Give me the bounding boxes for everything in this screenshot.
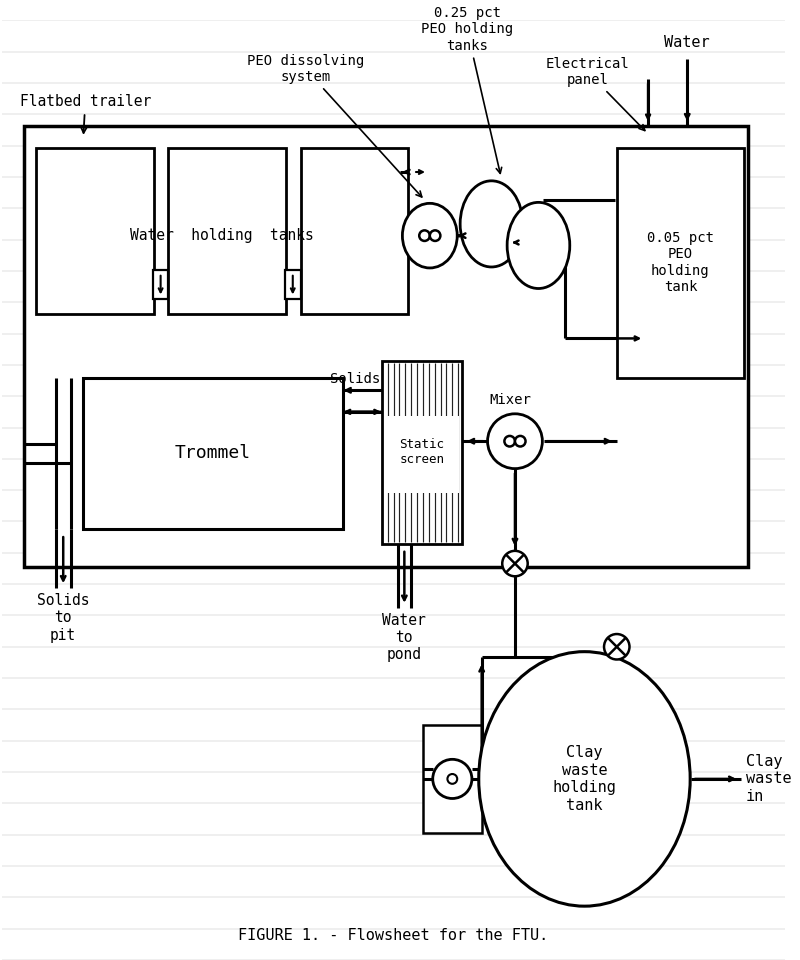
Bar (382, 361, 462, 544)
Circle shape (515, 436, 526, 446)
Text: Flatbed trailer: Flatbed trailer (20, 94, 151, 133)
Text: Clay
waste
in: Clay waste in (746, 754, 791, 804)
Circle shape (447, 774, 458, 783)
Text: Electrical
panel: Electrical panel (546, 57, 645, 131)
Circle shape (430, 230, 440, 241)
Bar (83, 377, 342, 529)
Ellipse shape (402, 204, 458, 268)
Ellipse shape (478, 652, 690, 906)
Text: Solids: Solids (330, 372, 380, 386)
Text: Mixer: Mixer (489, 393, 531, 407)
Circle shape (502, 551, 528, 576)
Text: Static
screen: Static screen (399, 439, 445, 467)
Ellipse shape (507, 203, 570, 289)
Text: Trommel: Trommel (175, 444, 251, 463)
Circle shape (504, 436, 515, 446)
Text: Clay
waste
holding
tank: Clay waste holding tank (553, 745, 617, 812)
Text: Water: Water (665, 35, 710, 50)
Bar (385, 416, 459, 492)
Bar (36, 148, 154, 314)
Text: 0.25 pct
PEO holding
tanks: 0.25 pct PEO holding tanks (421, 7, 513, 174)
Text: Solids
to
pit: Solids to pit (37, 593, 90, 643)
Text: Water
to
pond: Water to pond (382, 612, 426, 662)
Bar (301, 148, 408, 314)
Circle shape (433, 759, 472, 799)
Bar (169, 148, 286, 314)
Text: FIGURE 1. - Flowsheet for the FTU.: FIGURE 1. - Flowsheet for the FTU. (238, 928, 549, 943)
Bar (617, 148, 744, 377)
Circle shape (487, 414, 542, 468)
Text: Water  holding  tanks: Water holding tanks (130, 228, 314, 243)
Bar (285, 270, 301, 300)
Bar (423, 725, 482, 832)
Ellipse shape (460, 180, 522, 267)
Bar (23, 126, 748, 566)
Circle shape (604, 634, 630, 660)
Circle shape (419, 230, 430, 241)
Text: PEO dissolving
system: PEO dissolving system (247, 54, 422, 197)
Text: 0.05 pct
PEO
holding
tank: 0.05 pct PEO holding tank (647, 231, 714, 294)
Bar (153, 270, 169, 300)
